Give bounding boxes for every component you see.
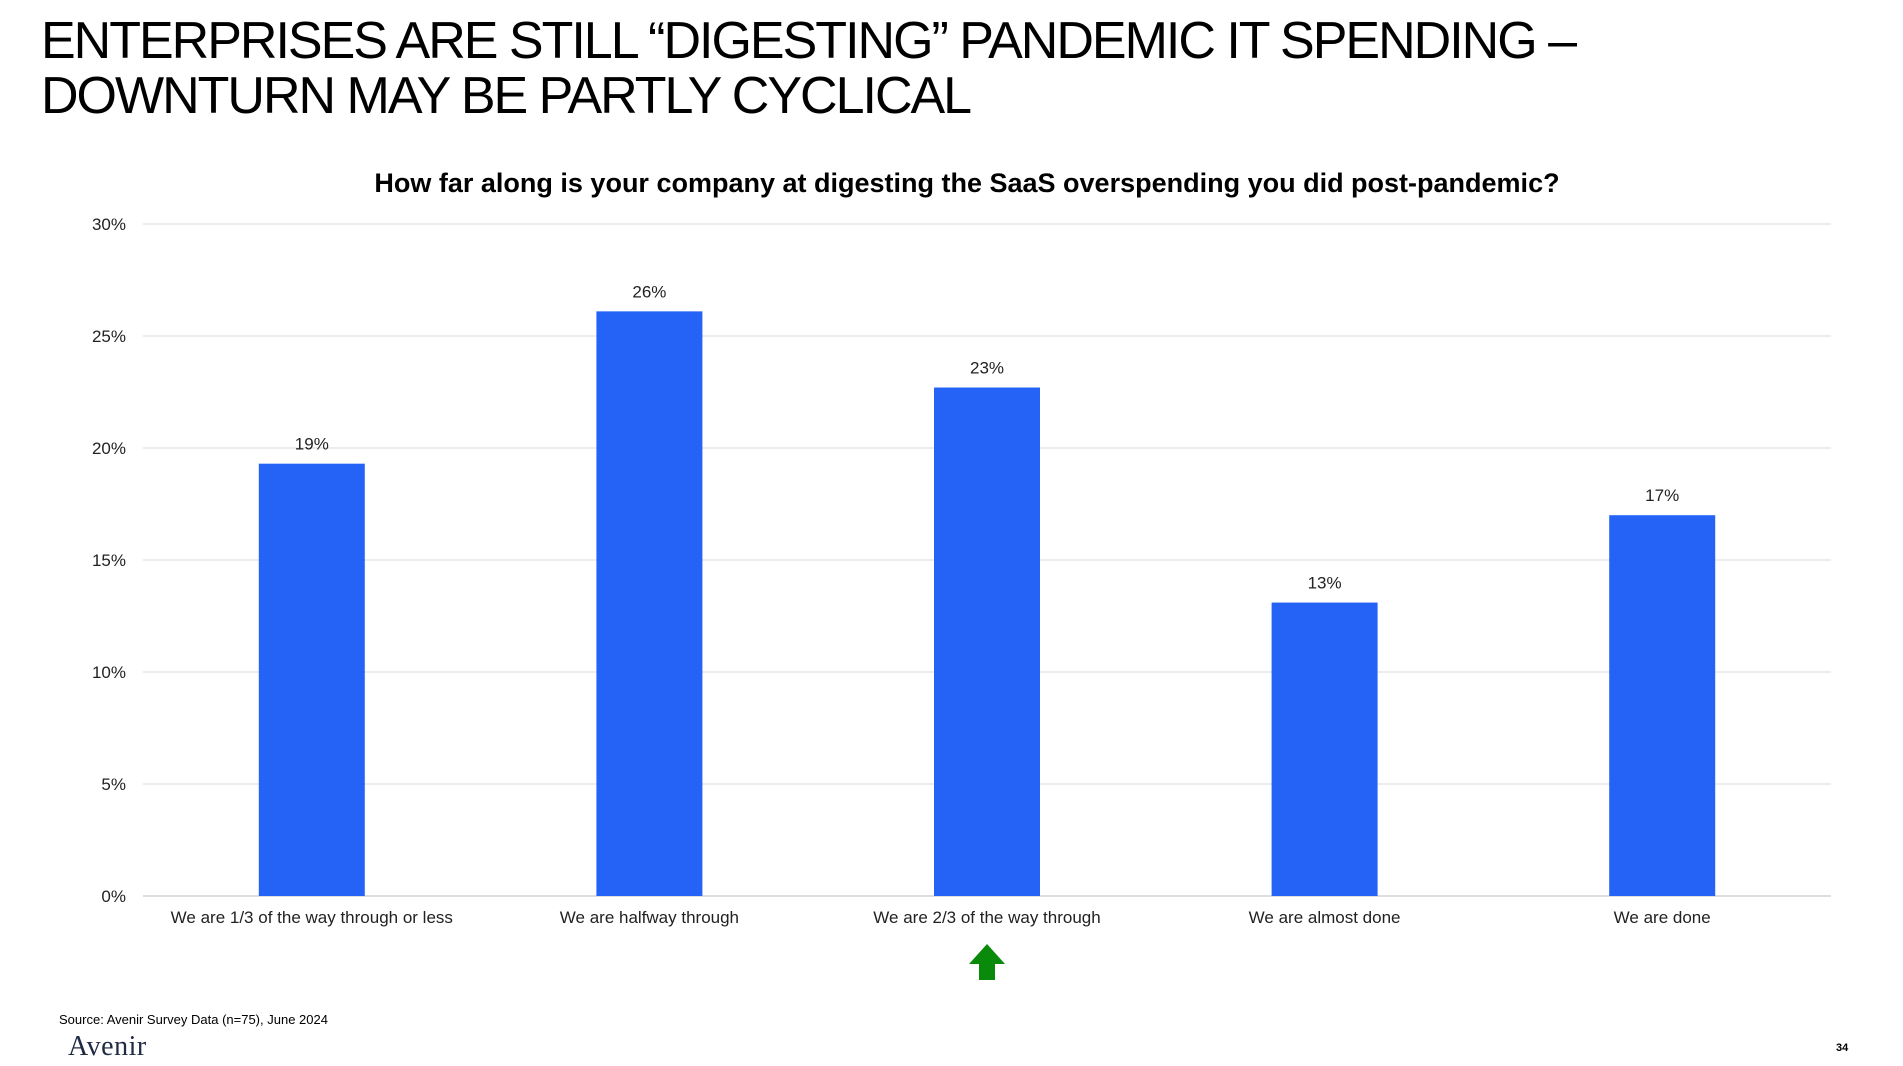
bar-data-labels: 19% 26% 23% 13% 17% bbox=[295, 282, 1679, 592]
x-category-label: We are halfway through bbox=[560, 908, 739, 927]
chart-area: How far along is your company at digesti… bbox=[0, 150, 1903, 1037]
slide-title: ENTERPRISES ARE STILL “DIGESTING” PANDEM… bbox=[41, 14, 1741, 124]
y-tick-label: 20% bbox=[92, 439, 126, 458]
x-category-label: We are done bbox=[1614, 908, 1711, 927]
bar bbox=[1271, 602, 1378, 896]
bar-data-label: 23% bbox=[970, 359, 1004, 378]
y-tick-label: 25% bbox=[92, 327, 126, 346]
source-note: Source: Avenir Survey Data (n=75), June … bbox=[59, 1012, 328, 1027]
bar bbox=[596, 311, 703, 896]
y-tick-label: 0% bbox=[101, 887, 126, 906]
y-tick-label: 5% bbox=[101, 775, 126, 794]
bar-chart: How far along is your company at digesti… bbox=[92, 168, 1831, 1037]
median-arrow-icon bbox=[969, 944, 1005, 998]
median-annotation: Median bbox=[937, 944, 1037, 1037]
bar bbox=[934, 387, 1040, 896]
bars bbox=[258, 311, 1716, 896]
y-tick-label: 15% bbox=[92, 551, 126, 570]
x-category-label: We are 2/3 of the way through bbox=[873, 908, 1100, 927]
bar-data-label: 13% bbox=[1308, 574, 1342, 593]
bar-data-label: 26% bbox=[632, 282, 666, 301]
x-category-label: We are almost done bbox=[1249, 908, 1401, 927]
bar bbox=[1609, 515, 1716, 896]
y-tick-label: 30% bbox=[92, 215, 126, 234]
x-axis-category-labels: We are 1/3 of the way through or less We … bbox=[171, 908, 1711, 927]
x-category-label: We are 1/3 of the way through or less bbox=[171, 908, 453, 927]
y-tick-label: 10% bbox=[92, 663, 126, 682]
bar bbox=[258, 463, 365, 896]
slide-title-line-1: ENTERPRISES ARE STILL “DIGESTING” PANDEM… bbox=[41, 12, 1577, 70]
bar-data-label: 19% bbox=[295, 435, 329, 454]
slide-title-line-2: DOWNTURN MAY BE PARTLY CYCLICAL bbox=[41, 67, 972, 125]
bar-data-label: 17% bbox=[1645, 486, 1679, 505]
avenir-logo: Avenir bbox=[68, 1031, 147, 1062]
y-axis-tick-labels: 0% 5% 10% 15% 20% 25% 30% bbox=[92, 215, 126, 906]
page-number: 34 bbox=[1836, 1042, 1849, 1054]
chart-title: How far along is your company at digesti… bbox=[374, 168, 1559, 198]
